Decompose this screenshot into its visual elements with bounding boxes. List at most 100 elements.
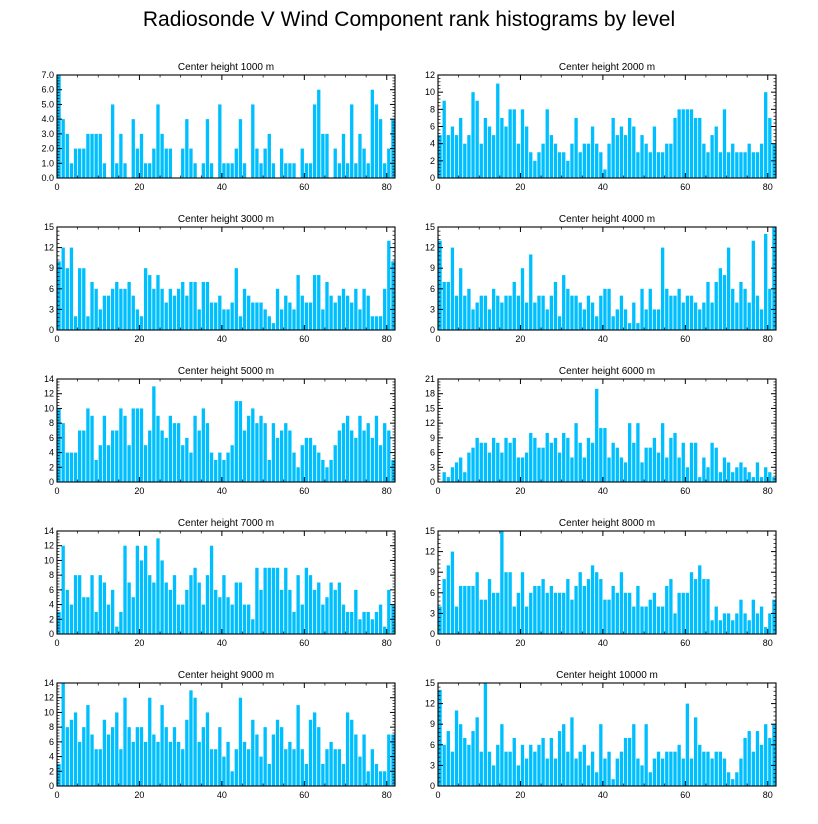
bar — [644, 309, 648, 330]
bar — [582, 585, 586, 634]
bar — [127, 445, 131, 482]
bar — [665, 751, 669, 786]
histogram-panel-9: Center height 9000 m 0 2 4 6 8 10 12 14 0 20 40 60 80 — [44, 670, 396, 800]
bar — [106, 734, 111, 786]
bar — [222, 163, 226, 178]
bar — [110, 104, 115, 178]
bar — [341, 288, 346, 330]
bar — [242, 604, 247, 634]
bar — [98, 309, 102, 330]
bar — [508, 572, 512, 634]
bar — [537, 744, 541, 786]
bar — [275, 288, 280, 330]
bar — [570, 717, 574, 786]
plot-frame — [437, 378, 777, 483]
bar — [267, 459, 271, 482]
bar — [78, 575, 82, 634]
bar — [726, 462, 731, 482]
bar — [238, 316, 243, 330]
bar — [90, 415, 94, 482]
bar — [681, 442, 685, 482]
bar — [197, 741, 201, 786]
xtick-label: 0 — [54, 334, 59, 344]
ytick-label: 15 — [425, 526, 435, 536]
bar — [726, 613, 731, 634]
bar — [350, 430, 354, 482]
bar — [710, 758, 714, 786]
bar — [590, 751, 595, 786]
bar — [665, 457, 669, 482]
bar — [640, 606, 644, 634]
bar — [333, 589, 337, 634]
xtick-label: 60 — [299, 486, 309, 496]
bar — [65, 268, 69, 330]
ytick-label: 6 — [430, 740, 435, 750]
bar — [693, 117, 698, 178]
bar — [491, 437, 496, 482]
ytick-label: 0.0 — [41, 173, 54, 183]
bar — [652, 437, 657, 482]
xtick-label: 60 — [680, 486, 690, 496]
bar — [533, 437, 537, 482]
bar — [764, 724, 768, 786]
ytick-label: 12 — [44, 389, 54, 399]
bar — [73, 575, 78, 634]
bar — [595, 316, 599, 330]
bar — [292, 163, 296, 178]
bar — [450, 551, 455, 634]
bar — [660, 758, 665, 786]
bar — [438, 606, 442, 634]
bar — [632, 302, 636, 330]
bar — [644, 606, 648, 634]
bar — [475, 437, 479, 482]
bar — [549, 442, 554, 482]
bar — [288, 589, 292, 634]
bar — [259, 589, 263, 634]
bar — [86, 316, 90, 330]
bar — [512, 606, 516, 634]
bar — [61, 423, 65, 482]
bar — [673, 613, 677, 634]
bar — [201, 281, 205, 330]
bar — [619, 751, 624, 786]
bar — [317, 582, 321, 634]
xtick-label: 80 — [382, 334, 392, 344]
plot-frame — [56, 74, 396, 179]
bar — [354, 163, 358, 178]
bar — [230, 302, 234, 330]
bar — [615, 309, 619, 330]
xtick-label: 80 — [763, 334, 773, 344]
bar — [279, 430, 284, 482]
bar — [86, 408, 90, 482]
bar — [541, 737, 545, 786]
xtick-label: 80 — [763, 638, 773, 648]
bar — [574, 295, 578, 330]
bar — [238, 119, 243, 178]
bar — [374, 316, 379, 330]
bar — [255, 734, 259, 786]
bar — [471, 92, 475, 178]
bar — [483, 683, 488, 786]
bar — [599, 579, 603, 634]
bar — [722, 758, 727, 786]
bar — [459, 457, 463, 482]
ytick-label: 0 — [430, 173, 435, 183]
bar — [628, 117, 632, 178]
bar — [582, 457, 586, 482]
bar — [341, 423, 346, 482]
bar — [383, 423, 387, 482]
bar — [102, 163, 107, 178]
bar — [148, 697, 152, 786]
bar — [438, 240, 442, 330]
histogram-panel-8: Center height 8000 m 0 3 6 9 12 15 0 20 40 60 80 — [425, 518, 777, 648]
bar — [312, 445, 317, 482]
bar — [446, 281, 450, 330]
bar — [669, 579, 673, 634]
bar — [222, 575, 226, 634]
bar — [374, 763, 379, 786]
bar — [205, 119, 210, 178]
bar — [181, 148, 185, 178]
bar — [508, 442, 512, 482]
bar — [57, 261, 61, 330]
bar — [454, 606, 459, 634]
